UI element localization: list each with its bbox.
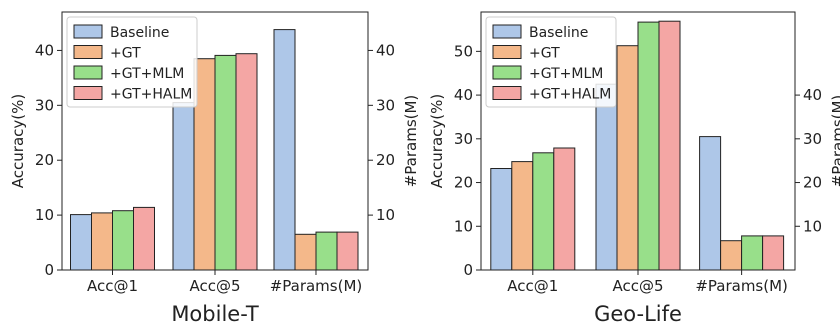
- y2-tick-label: 40: [803, 86, 822, 104]
- legend-swatch: [73, 24, 103, 39]
- y-tick-label: 40: [35, 41, 54, 59]
- y-tick-label: 40: [454, 86, 473, 104]
- y-tick-label: 20: [35, 151, 54, 169]
- bar: [637, 21, 660, 271]
- bar: [315, 231, 338, 271]
- chart-panel-1: 0 10 20 30 40 10 20 30 40 Acc@1 Acc@5 #Params(M) Acc…: [9, 11, 420, 325]
- bar: [112, 210, 134, 271]
- y2-axis-label: #Params(M): [829, 95, 840, 188]
- bar: [595, 83, 618, 271]
- bar: [699, 136, 722, 271]
- legend: Baseline +GT +GT+MLM +GT+HALM: [485, 16, 617, 108]
- y-axis-label: Accuracy(%): [9, 94, 27, 188]
- y2-tick-label: 20: [376, 151, 395, 169]
- bar: [490, 168, 513, 271]
- y2-tick-label: 20: [803, 174, 822, 192]
- x-tick-label: Acc@5: [189, 277, 240, 295]
- bar: [214, 54, 237, 271]
- y-axis-label: Accuracy(%): [428, 94, 446, 188]
- bar: [133, 206, 155, 271]
- y-tick-label: 30: [454, 130, 473, 148]
- y2-tick-label: 10: [376, 206, 395, 224]
- bar: [741, 235, 764, 271]
- y-tick-label: 50: [454, 42, 473, 60]
- x-tick-label: Acc@1: [507, 277, 558, 295]
- bar: [70, 214, 92, 271]
- bar: [273, 29, 296, 271]
- legend-swatch: [492, 65, 522, 80]
- legend-label: +GT+HALM: [529, 87, 611, 103]
- y2-tick-label: 10: [803, 217, 822, 235]
- bar: [511, 161, 534, 271]
- legend-swatch: [492, 86, 522, 100]
- legend-label: +GT+HALM: [110, 87, 192, 103]
- legend-label: Baseline: [529, 25, 588, 41]
- legend-label: Baseline: [110, 25, 169, 41]
- y-tick-label: 10: [454, 217, 473, 235]
- y-tick-label: 0: [463, 261, 473, 279]
- bar: [336, 231, 359, 271]
- legend-swatch: [73, 86, 103, 100]
- y2-axis-label: #Params(M): [402, 95, 420, 188]
- legend-box: [66, 16, 198, 108]
- y-tick-label: 30: [35, 96, 54, 114]
- legend-label: +GT: [529, 46, 560, 62]
- chart-panel-2: 0 10 20 30 40 50 10 20 30 40 Acc@1 Acc@5 #Params(M) A…: [428, 11, 840, 325]
- bar: [720, 240, 743, 271]
- bar: [762, 235, 785, 271]
- bar: [172, 102, 195, 271]
- panel-title: Mobile-T: [171, 302, 259, 325]
- x-tick-label: #Params(M): [695, 277, 788, 295]
- legend: Baseline +GT +GT+MLM +GT+HALM: [66, 16, 198, 108]
- x-tick-label: #Params(M): [270, 277, 363, 295]
- y2-tick-label: 30: [803, 130, 822, 148]
- legend-box: [485, 16, 617, 108]
- legend-swatch: [492, 45, 522, 59]
- bar: [294, 233, 317, 271]
- bar: [532, 152, 555, 271]
- legend-label: +GT: [110, 46, 141, 62]
- bar: [553, 147, 576, 271]
- legend-swatch: [73, 65, 103, 80]
- bar: [91, 212, 113, 271]
- legend-label: +GT+MLM: [110, 66, 184, 82]
- y2-tick-label: 40: [376, 41, 395, 59]
- y-tick-label: 10: [35, 206, 54, 224]
- bar: [658, 20, 681, 271]
- y2-tick-label: 30: [376, 96, 395, 114]
- legend-label: +GT+MLM: [529, 66, 603, 82]
- bar: [616, 45, 639, 271]
- legend-swatch: [492, 24, 522, 39]
- x-tick-label: Acc@1: [87, 277, 138, 295]
- y-tick-label: 0: [44, 261, 54, 279]
- x-tick-label: Acc@5: [612, 277, 663, 295]
- y-tick-label: 20: [454, 174, 473, 192]
- bar: [235, 53, 258, 271]
- legend-swatch: [73, 45, 103, 59]
- panel-title: Geo-Life: [594, 302, 682, 325]
